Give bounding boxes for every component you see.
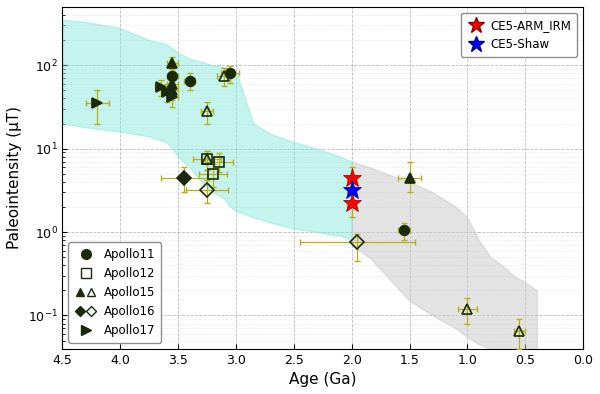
Y-axis label: Paleointensity (μT): Paleointensity (μT) xyxy=(7,106,22,249)
X-axis label: Age (Ga): Age (Ga) xyxy=(289,372,356,387)
Legend: CE5-ARM_IRM, CE5-Shaw: CE5-ARM_IRM, CE5-Shaw xyxy=(461,13,577,57)
